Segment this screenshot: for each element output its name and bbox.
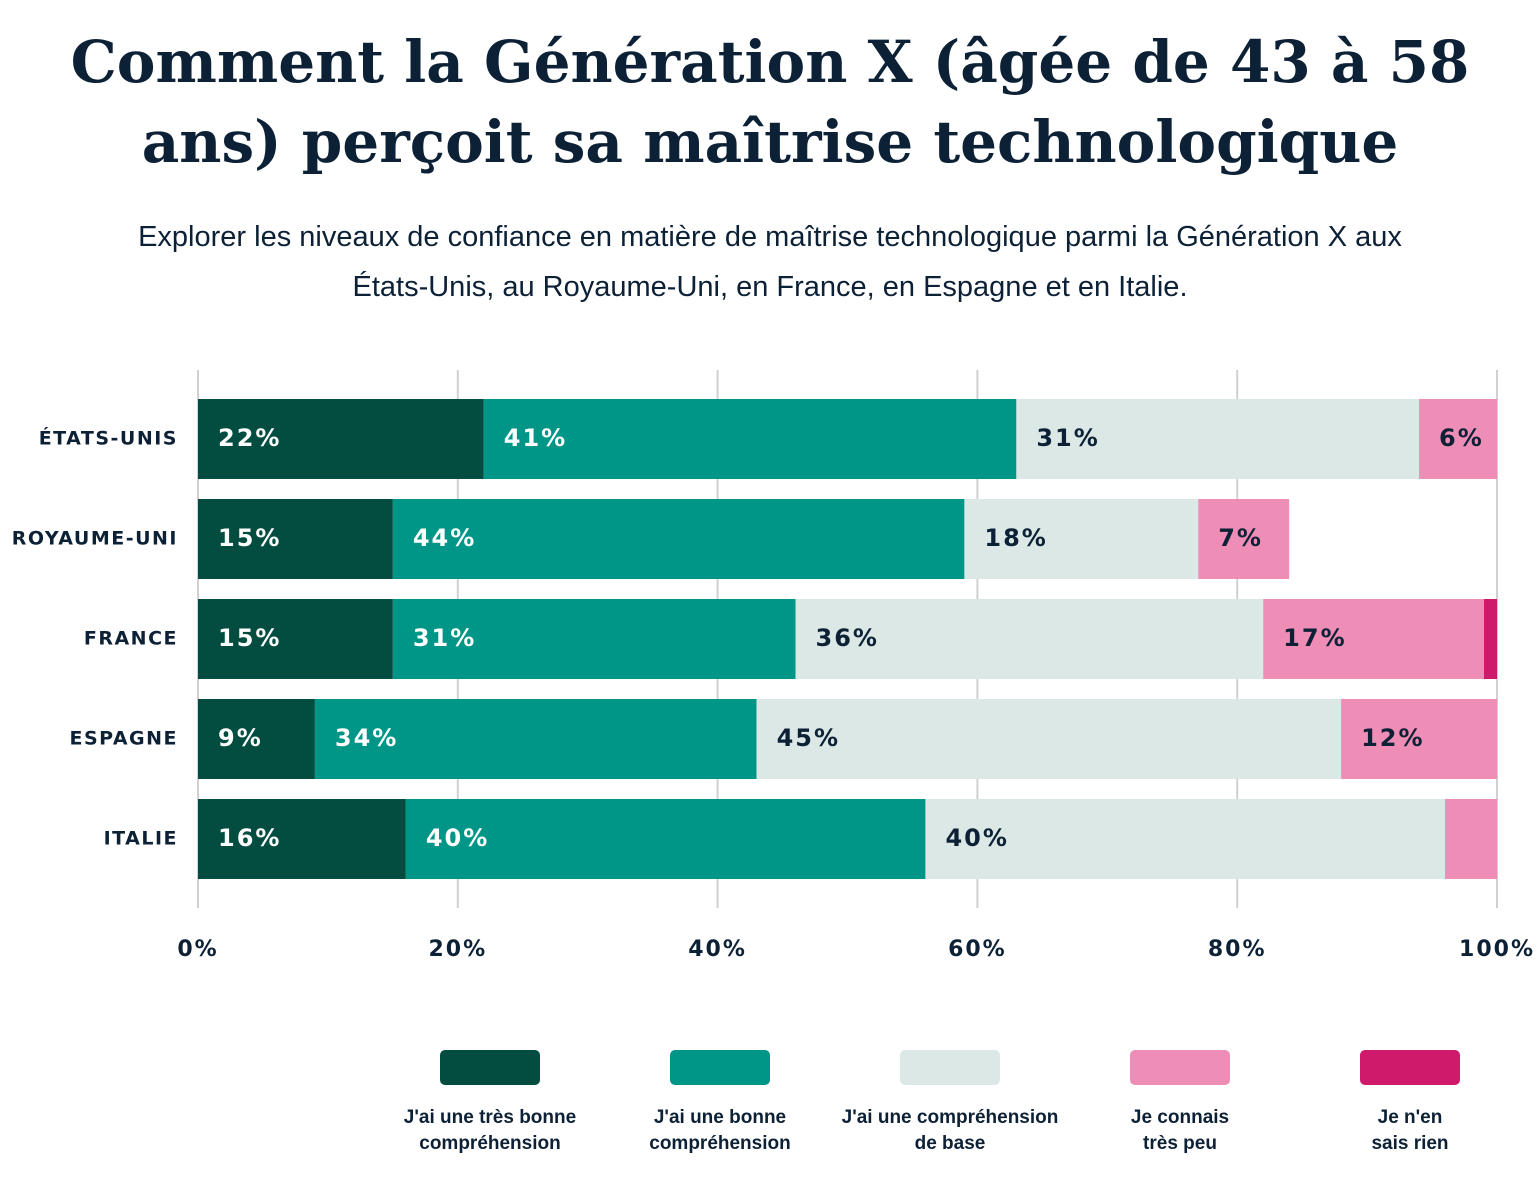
x-tick-label: 100% (1459, 937, 1535, 962)
chart-subtitle: Explorer les niveaux de confiance en mat… (138, 221, 1402, 303)
x-tick-label: 20% (428, 937, 487, 962)
bar-segment (1198, 499, 1290, 579)
value-label: 7% (1218, 524, 1263, 552)
bar-segment (1484, 599, 1497, 679)
value-label: 44% (413, 524, 476, 552)
bar-segment (483, 399, 1017, 479)
value-label: 16% (218, 824, 281, 852)
bar-segment (795, 599, 1264, 679)
value-label: 6% (1439, 424, 1484, 452)
bar-segment (925, 799, 1446, 879)
bar-segment (1419, 399, 1497, 479)
legend: J'ai une très bonne compréhension J'ai un… (0, 1050, 1540, 1170)
legend-item: J'ai une bonne compréhension (635, 1050, 805, 1157)
legend-label: J'ai une bonne compréhension (649, 1107, 791, 1154)
value-label: 17% (1283, 624, 1346, 652)
value-label: 18% (984, 524, 1047, 552)
legend-item: Je n'en sais rien (1360, 1050, 1460, 1157)
bar-segment (964, 499, 1199, 579)
legend-swatch (1130, 1050, 1230, 1085)
legend-swatch (440, 1050, 540, 1085)
value-label: 31% (413, 624, 476, 652)
value-label: 31% (1036, 424, 1099, 452)
x-tick-label: 40% (688, 937, 747, 962)
legend-label: J'ai une compréhension de base (841, 1107, 1059, 1154)
y-tick-label: FRANCE (84, 628, 178, 650)
legend-label: J'ai une très bonne compréhension (403, 1107, 577, 1154)
bar-segment (392, 599, 796, 679)
bar-segment (198, 599, 393, 679)
value-label: 40% (426, 824, 489, 852)
bar-segment (392, 499, 965, 579)
legend-label: Je connais très peu (1130, 1107, 1230, 1154)
chart: 0% 20% 40% 60% 80% 100% ÉTATS-UNIS 22% 41% 31% 6% R… (12, 370, 1535, 962)
y-tick-label: ÉTATS-UNIS (39, 427, 178, 450)
y-tick-label: ITALIE (104, 828, 178, 850)
legend-item: Je connais très peu (1120, 1050, 1240, 1157)
x-tick-label: 80% (1208, 937, 1267, 962)
value-label: 15% (218, 624, 281, 652)
value-label: 34% (335, 724, 398, 752)
bar-segment (198, 799, 406, 879)
y-tick-label: ESPAGNE (69, 728, 178, 750)
bar-segment (756, 699, 1342, 779)
bar-segment (198, 399, 484, 479)
y-tick-label: ROYAUME-UNI (12, 528, 178, 550)
bar-segment (198, 499, 393, 579)
bar-segment (1445, 799, 1497, 879)
bar-segment (1016, 399, 1420, 479)
bar-segment (314, 699, 757, 779)
legend-swatch (900, 1050, 1000, 1085)
bar-segment (405, 799, 926, 879)
chart-title: Comment la Génération X (âgée de 43 à 58… (70, 28, 1470, 176)
value-label: 9% (218, 724, 263, 752)
legend-label: Je n'en sais rien (1371, 1107, 1449, 1154)
value-label: 41% (504, 424, 567, 452)
bar-segment (1341, 699, 1497, 779)
legend-item: J'ai une compréhension de base (830, 1050, 1070, 1157)
value-label: 22% (218, 424, 281, 452)
value-label: 12% (1361, 724, 1424, 752)
bar-segment (1263, 599, 1485, 679)
legend-item: J'ai une très bonne compréhension (390, 1050, 590, 1157)
bar-segment (198, 699, 315, 779)
value-label: 40% (945, 824, 1008, 852)
value-label: 15% (218, 524, 281, 552)
legend-swatch (670, 1050, 770, 1085)
x-tick-label: 60% (948, 937, 1007, 962)
x-tick-label: 0% (177, 937, 218, 962)
legend-swatch (1360, 1050, 1460, 1085)
value-label: 36% (816, 624, 879, 652)
value-label: 45% (777, 724, 840, 752)
